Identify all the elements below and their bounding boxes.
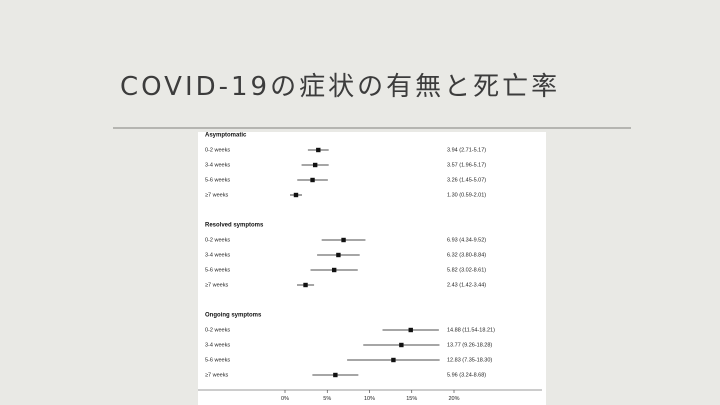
estimate-text: 3.57 (1.96-5.17) [447,162,486,168]
row-label: 0-2 weeks [205,327,230,333]
slide-title: COVID-19の症状の有無と死亡率 [120,72,561,102]
title-divider [113,127,631,129]
row-label: ≥7 weeks [205,282,228,288]
forest-plot: Asymptomatic 0-2 weeks 3.94 (2.71-5.17) 3-4… [198,133,542,402]
row-label: 0-2 weeks [205,147,230,153]
estimate-marker [336,252,341,258]
row-label: 3-4 weeks [205,162,230,168]
estimate-text: 14.88 (11.54-18.21) [447,327,495,333]
row-label: ≥7 weeks [205,372,228,378]
estimate-marker [316,147,321,153]
row-label: ≥7 weeks [205,192,228,198]
x-tick-label: 20% [448,396,459,402]
group-header: Ongoing symptoms [205,313,262,319]
estimate-marker [293,192,299,198]
x-tick-label: 10% [364,396,375,402]
estimate-marker [310,177,315,183]
group-header: Asymptomatic [205,133,247,139]
estimate-marker [303,282,308,288]
estimate-text: 1.30 (0.59-2.01) [447,192,486,198]
estimate-marker [399,342,404,348]
group-header: Resolved symptoms [205,223,264,229]
estimate-text: 13.77 (9.26-18.28) [447,342,492,348]
estimate-text: 2.43 (1.42-3.44) [447,282,486,288]
row-label: 5-6 weeks [205,267,230,273]
estimate-marker [333,372,338,378]
estimate-text: 6.93 (4.34-9.52) [447,237,486,243]
estimate-marker [391,357,396,363]
row-label: 0-2 weeks [205,237,230,243]
estimate-text: 6.32 (3.80-8.84) [447,252,486,258]
row-label: 3-4 weeks [205,342,230,348]
x-tick-label: 0% [281,396,289,402]
estimate-marker [408,327,413,333]
estimate-text: 3.94 (2.71-5.17) [447,147,486,153]
estimate-text: 5.96 (3.24-8.68) [447,372,486,378]
estimate-marker [341,237,346,243]
estimate-marker [331,267,337,273]
x-tick-label: 5% [323,396,331,402]
row-label: 5-6 weeks [205,177,230,183]
x-tick-label: 15% [406,396,417,402]
estimate-text: 12.83 (7.35-18.30) [447,357,492,363]
estimate-text: 3.26 (1.45-5.07) [447,177,486,183]
row-label: 5-6 weeks [205,357,230,363]
estimate-marker [312,162,318,168]
row-label: 3-4 weeks [205,252,230,258]
estimate-text: 5.82 (3.02-8.61) [447,267,486,273]
forest-plot-panel: Asymptomatic 0-2 weeks 3.94 (2.71-5.17) 3-4… [198,132,546,405]
